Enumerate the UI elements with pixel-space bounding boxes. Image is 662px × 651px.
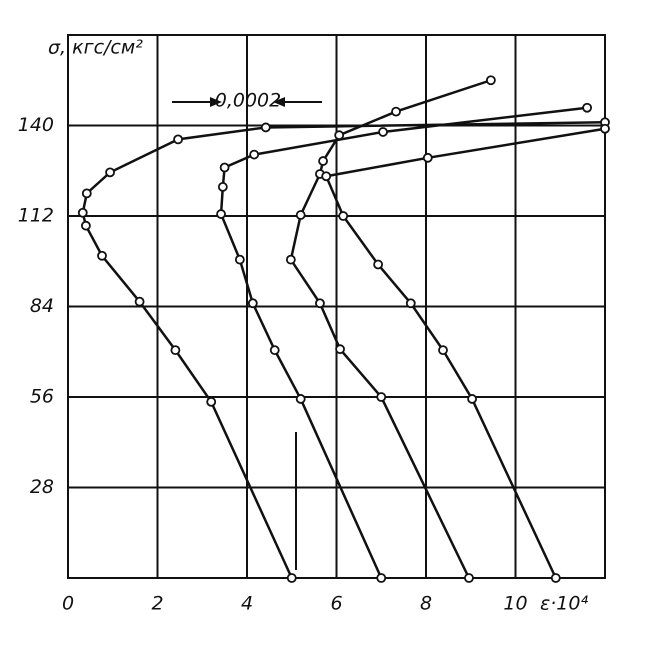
y-tick-label: 84: [30, 295, 54, 317]
data-point: [97, 250, 107, 261]
data-point: [321, 171, 332, 182]
data-point: [173, 134, 183, 145]
data-point: [219, 162, 230, 173]
data-point: [77, 207, 88, 218]
data-point: [234, 254, 245, 265]
data-point: [318, 156, 328, 166]
x-axis-label: ε·10⁴: [540, 593, 588, 615]
data-point: [422, 152, 433, 163]
data-point: [105, 167, 115, 178]
data-point: [81, 220, 91, 231]
data-point: [376, 392, 387, 402]
data-point: [600, 123, 610, 134]
series-line: [289, 79, 492, 579]
data-point: [134, 296, 145, 307]
data-point: [286, 573, 297, 583]
data-point: [334, 130, 345, 141]
y-tick-label: 28: [30, 476, 54, 498]
y-tick-label: 56: [30, 386, 54, 408]
data-point: [285, 254, 296, 265]
y-tick-label: 140: [18, 114, 54, 136]
data-point: [269, 345, 280, 356]
x-tick-label: 2: [151, 593, 163, 615]
data-point: [335, 344, 345, 355]
data-point: [485, 75, 496, 86]
arrow-head: [273, 97, 285, 107]
data-point: [217, 182, 228, 192]
data-point: [338, 211, 349, 221]
data-point: [315, 298, 325, 309]
series-line: [219, 106, 588, 579]
y-tick-label: 112: [18, 205, 54, 227]
data-point: [373, 259, 384, 270]
x-tick-label: 10: [503, 593, 527, 615]
arrow-head: [210, 97, 222, 107]
data-point: [295, 394, 306, 404]
y-axis-label: σ, кгс/см²: [48, 37, 143, 59]
data-point: [438, 345, 448, 356]
data-point: [467, 394, 477, 404]
x-tick-label: 8: [420, 593, 432, 615]
data-point: [582, 102, 592, 113]
data-point: [376, 573, 387, 583]
data-point: [378, 127, 388, 137]
data-point: [405, 298, 416, 309]
data-point: [216, 209, 226, 219]
x-tick-label: 6: [330, 593, 342, 615]
series-line: [324, 127, 606, 579]
series-line: [81, 121, 606, 579]
data-point: [206, 396, 217, 407]
data-point: [247, 298, 258, 309]
data-point: [391, 106, 401, 117]
x-tick-label: 4: [241, 593, 253, 615]
data-point: [295, 210, 306, 220]
data-point: [249, 149, 260, 160]
data-point: [550, 573, 561, 583]
data-point: [81, 188, 92, 199]
x-tick-label: 0: [62, 593, 74, 615]
data-point: [170, 345, 181, 356]
data-point: [260, 122, 271, 133]
data-point: [464, 573, 474, 583]
